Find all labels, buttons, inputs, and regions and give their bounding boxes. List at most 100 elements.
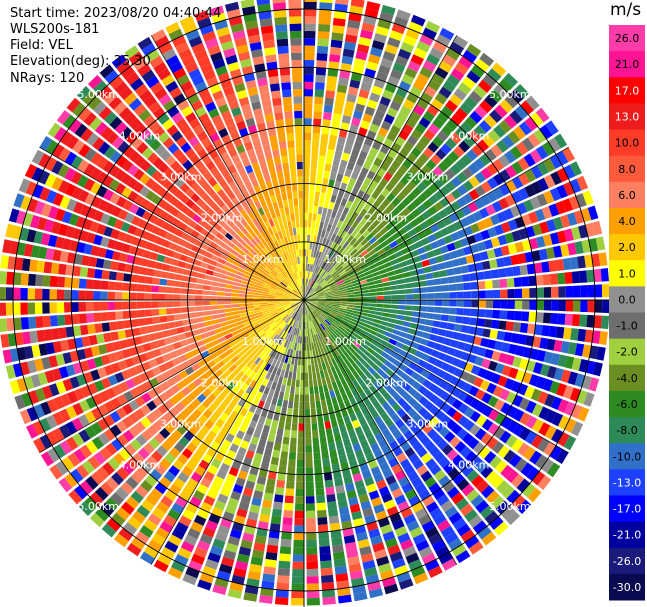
velocity-gate xyxy=(236,388,245,398)
velocity-gate xyxy=(364,106,376,116)
velocity-gate xyxy=(367,281,376,286)
velocity-gate xyxy=(456,300,465,307)
velocity-gate xyxy=(340,122,350,131)
velocity-gate xyxy=(163,514,177,527)
velocity-gate xyxy=(234,161,244,171)
velocity-gate xyxy=(492,289,501,299)
velocity-gate xyxy=(321,322,327,330)
velocity-gate xyxy=(359,332,368,340)
velocity-gate xyxy=(152,277,161,285)
velocity-gate xyxy=(339,303,348,307)
velocity-gate xyxy=(110,492,124,506)
velocity-gate xyxy=(156,445,168,457)
velocity-gate xyxy=(232,484,244,494)
velocity-gate xyxy=(94,380,105,392)
velocity-gate xyxy=(392,382,402,392)
velocity-gate xyxy=(463,282,472,291)
velocity-gate xyxy=(273,267,280,275)
velocity-gate xyxy=(325,255,332,264)
velocity-gate xyxy=(337,594,352,604)
velocity-gate xyxy=(122,310,131,320)
velocity-gate xyxy=(332,294,341,297)
velocity-gate xyxy=(355,410,364,420)
velocity-gate xyxy=(322,596,336,605)
velocity-gate xyxy=(386,355,396,364)
velocity-gate xyxy=(260,293,269,297)
velocity-gate xyxy=(129,387,141,399)
velocity-gate xyxy=(248,34,261,44)
velocity-gate xyxy=(305,408,311,417)
velocity-gate xyxy=(340,321,349,328)
velocity-gate xyxy=(428,183,439,194)
velocity-gate xyxy=(84,411,97,424)
velocity-gate xyxy=(250,274,259,280)
velocity-gate xyxy=(236,324,245,330)
velocity-gate xyxy=(264,237,271,246)
velocity-gate xyxy=(346,93,357,103)
velocity-gate xyxy=(129,292,137,300)
velocity-gate xyxy=(504,194,516,207)
velocity-gate xyxy=(240,312,248,317)
velocity-gate xyxy=(368,384,378,394)
velocity-gate xyxy=(199,425,210,436)
velocity-gate xyxy=(103,90,118,105)
velocity-gate xyxy=(259,18,273,27)
velocity-gate xyxy=(378,64,391,76)
velocity-gate xyxy=(9,379,21,395)
velocity-gate xyxy=(275,31,288,40)
velocity-gate xyxy=(290,357,295,365)
velocity-gate xyxy=(188,342,198,351)
velocity-gate xyxy=(97,418,109,431)
velocity-gate xyxy=(514,83,530,99)
velocity-gate xyxy=(203,315,212,322)
velocity-gate xyxy=(313,342,318,350)
velocity-gate xyxy=(66,97,81,113)
velocity-gate xyxy=(451,454,464,467)
velocity-gate xyxy=(451,331,461,340)
velocity-gate xyxy=(274,208,281,217)
velocity-gate xyxy=(276,38,289,47)
velocity-gate xyxy=(109,260,119,271)
velocity-gate xyxy=(337,136,346,146)
velocity-gate xyxy=(531,471,546,486)
velocity-gate xyxy=(366,277,375,283)
velocity-gate xyxy=(456,459,469,472)
velocity-gate xyxy=(224,245,233,253)
velocity-gate xyxy=(238,501,250,511)
velocity-gate xyxy=(335,440,344,450)
velocity-gate xyxy=(388,423,399,434)
velocity-gate xyxy=(127,516,142,530)
velocity-gate xyxy=(438,60,453,73)
velocity-gate xyxy=(247,341,256,349)
velocity-gate xyxy=(305,503,316,511)
velocity-gate xyxy=(162,137,175,149)
velocity-gate xyxy=(373,336,382,343)
velocity-gate xyxy=(353,310,361,315)
velocity-gate xyxy=(277,287,285,292)
velocity-gate xyxy=(193,546,208,559)
velocity-gate xyxy=(296,474,304,482)
velocity-gate xyxy=(438,456,451,469)
velocity-gate xyxy=(275,435,283,444)
velocity-gate xyxy=(179,194,190,204)
velocity-gate xyxy=(470,308,479,317)
velocity-gate xyxy=(422,423,433,435)
velocity-gate xyxy=(332,218,339,227)
velocity-gate xyxy=(316,356,321,364)
velocity-gate xyxy=(231,522,244,532)
velocity-gate xyxy=(392,245,401,253)
velocity-gate xyxy=(123,92,138,106)
velocity-gate xyxy=(318,16,331,25)
velocity-gate xyxy=(381,208,391,217)
velocity-gate xyxy=(267,433,276,443)
velocity-gate xyxy=(286,275,292,283)
velocity-gate xyxy=(467,353,477,364)
velocity-gate xyxy=(357,432,367,443)
velocity-gate xyxy=(389,364,399,373)
velocity-gate xyxy=(205,325,215,332)
velocity-gate xyxy=(310,161,318,170)
velocity-gate xyxy=(64,473,78,488)
velocity-gate xyxy=(554,133,568,149)
velocity-gate xyxy=(411,281,420,288)
velocity-gate xyxy=(200,242,209,251)
